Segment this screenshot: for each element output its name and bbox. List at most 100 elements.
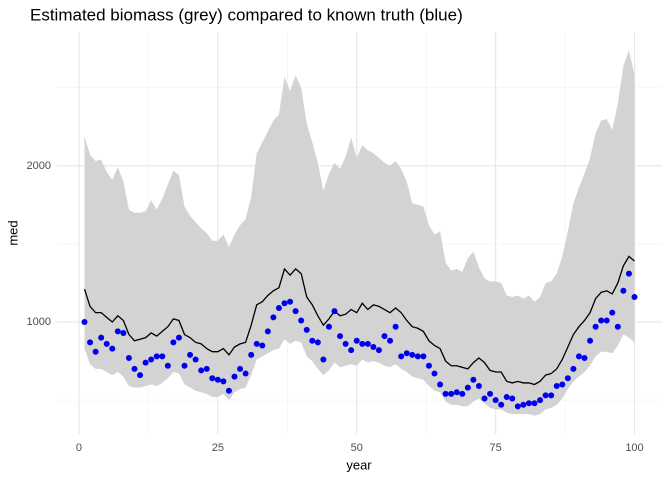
truth-point [598, 317, 605, 324]
truth-point [548, 392, 555, 399]
truth-point [420, 353, 427, 360]
x-tick-label: 100 [625, 442, 643, 454]
truth-point [253, 340, 260, 347]
truth-point [431, 370, 438, 377]
truth-point [114, 328, 121, 335]
truth-point [287, 298, 294, 305]
truth-point [231, 373, 238, 380]
truth-point [437, 381, 444, 388]
truth-point [514, 403, 521, 410]
y-tick-label: 1000 [27, 316, 51, 328]
truth-point [459, 390, 466, 397]
truth-point [170, 339, 177, 346]
truth-point [303, 326, 310, 333]
truth-point [125, 354, 132, 361]
truth-point [614, 323, 621, 330]
truth-point [475, 383, 482, 390]
truth-point [375, 347, 382, 354]
truth-point [542, 392, 549, 399]
truth-point [259, 342, 266, 349]
truth-point [181, 362, 188, 369]
truth-point [387, 337, 394, 344]
truth-point [120, 329, 127, 336]
truth-point [564, 375, 571, 382]
truth-point [531, 400, 538, 407]
truth-point [198, 367, 205, 374]
truth-point [470, 376, 477, 383]
truth-point [348, 347, 355, 354]
truth-point [214, 376, 221, 383]
truth-point [392, 323, 399, 330]
truth-point [537, 397, 544, 404]
truth-point [631, 294, 638, 301]
truth-point [237, 365, 244, 372]
uncertainty-band [84, 50, 635, 416]
truth-point [403, 350, 410, 357]
x-tick-label: 25 [212, 442, 224, 454]
truth-point [337, 333, 344, 340]
truth-point [464, 384, 471, 391]
truth-point [159, 353, 166, 360]
truth-point [81, 319, 88, 326]
x-axis-label: year [346, 457, 372, 472]
truth-point [325, 323, 332, 330]
truth-point [509, 395, 516, 402]
truth-point [525, 400, 532, 407]
truth-point [453, 389, 460, 396]
truth-point [620, 287, 627, 294]
truth-point [137, 372, 144, 379]
chart-title: Estimated biomass (grey) compared to kno… [30, 5, 463, 24]
truth-point [292, 308, 299, 315]
truth-point [342, 340, 349, 347]
truth-point [153, 353, 160, 360]
truth-point [281, 300, 288, 307]
truth-point [164, 362, 171, 369]
truth-point [314, 339, 321, 346]
truth-point [448, 390, 455, 397]
truth-point [359, 340, 366, 347]
y-tick-label: 2000 [27, 160, 51, 172]
truth-point [492, 397, 499, 404]
truth-point [364, 340, 371, 347]
truth-point [553, 383, 560, 390]
truth-point [503, 393, 510, 400]
truth-point [409, 351, 416, 358]
truth-point [581, 354, 588, 361]
truth-point [353, 337, 360, 344]
truth-point [381, 333, 388, 340]
truth-point [520, 401, 527, 408]
truth-point [498, 401, 505, 408]
truth-point [603, 317, 610, 324]
truth-point [587, 337, 594, 344]
truth-point [625, 270, 632, 277]
truth-point [270, 314, 277, 321]
truth-point [225, 387, 232, 394]
truth-point [248, 351, 255, 358]
truth-point [331, 308, 338, 315]
truth-point [592, 323, 599, 330]
truth-point [309, 337, 316, 344]
truth-point [414, 353, 421, 360]
truth-point [109, 345, 116, 352]
truth-point [320, 356, 327, 363]
x-tick-label: 75 [489, 442, 501, 454]
truth-point [275, 304, 282, 311]
truth-point [570, 365, 577, 372]
truth-point [264, 328, 271, 335]
truth-point [103, 340, 110, 347]
truth-point [442, 390, 449, 397]
truth-point [142, 359, 149, 366]
truth-point [220, 378, 227, 385]
median-line [83, 255, 635, 386]
x-tick-label: 0 [76, 442, 82, 454]
truth-point [609, 309, 616, 316]
truth-point [203, 365, 210, 372]
truth-point [242, 370, 249, 377]
x-tick-label: 50 [351, 442, 363, 454]
truth-point [487, 390, 494, 397]
truth-point [187, 351, 194, 358]
truth-point [575, 353, 582, 360]
truth-point [148, 356, 155, 363]
truth-point [398, 353, 405, 360]
